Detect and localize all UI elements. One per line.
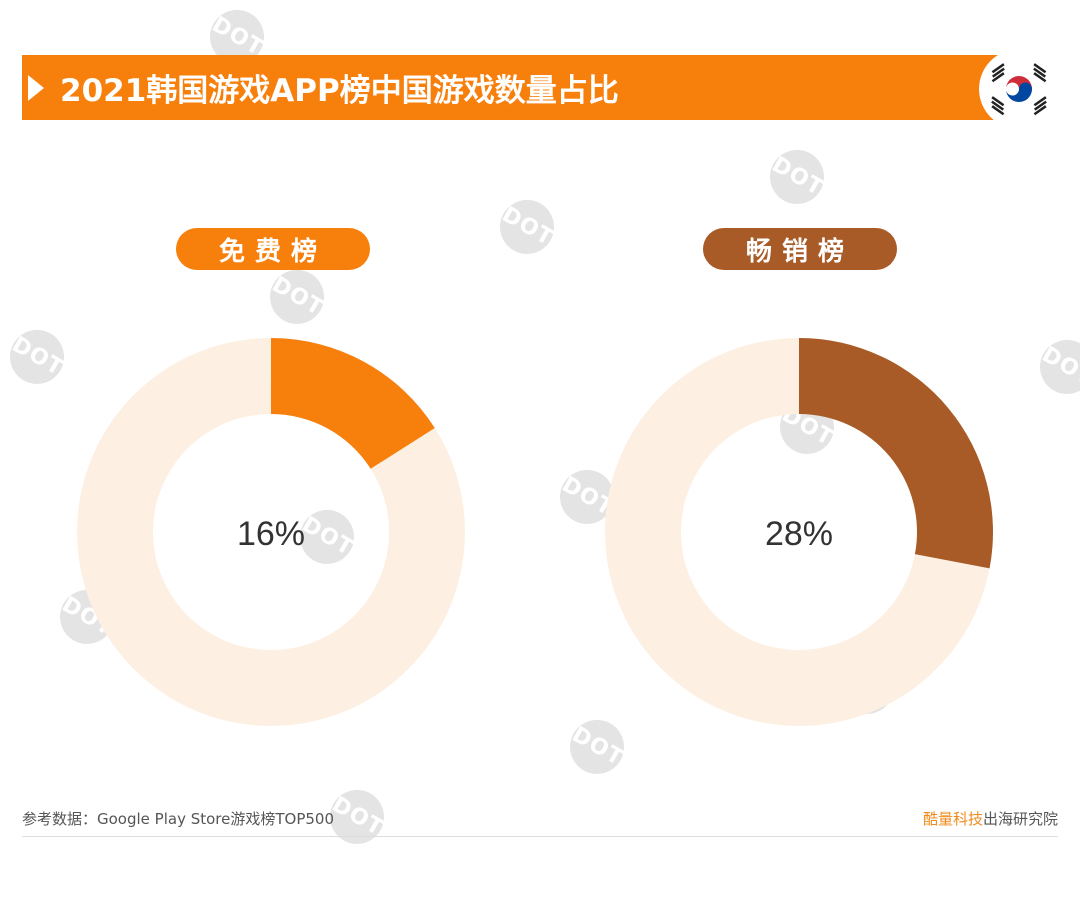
brand-name: 酷量科技 — [922, 810, 983, 828]
org-name: 出海研究院 — [982, 810, 1058, 828]
title-bar: 2021韩国游戏APP榜中国游戏数量占比 — [22, 55, 1010, 120]
grossing-donut: 28% — [605, 338, 993, 726]
free-donut-rest-slice — [76, 338, 466, 726]
donut-charts: 16% 28% — [76, 337, 993, 726]
data-source-note: 参考数据：Google Play Store游戏榜TOP500 — [22, 810, 335, 828]
grossing-chart-title: 畅销榜 — [703, 228, 897, 270]
free-donut-center-label: 16% — [237, 515, 305, 553]
free-chart-title: 免费榜 — [176, 228, 370, 270]
grossing-donut-rest-slice — [605, 338, 990, 726]
south-korea-flag-icon — [979, 49, 1059, 129]
grossing-donut-center-label: 28% — [765, 515, 833, 553]
grossing-donut-highlight-slice — [799, 338, 993, 569]
free-donut: 16% — [76, 337, 466, 726]
play-arrow-icon — [28, 74, 44, 101]
free-donut-highlight-slice — [271, 337, 435, 469]
footer-divider — [22, 836, 1058, 837]
page-title: 2021韩国游戏APP榜中国游戏数量占比 — [60, 73, 619, 109]
publisher-credit: 酷量科技出海研究院 — [923, 808, 1058, 829]
